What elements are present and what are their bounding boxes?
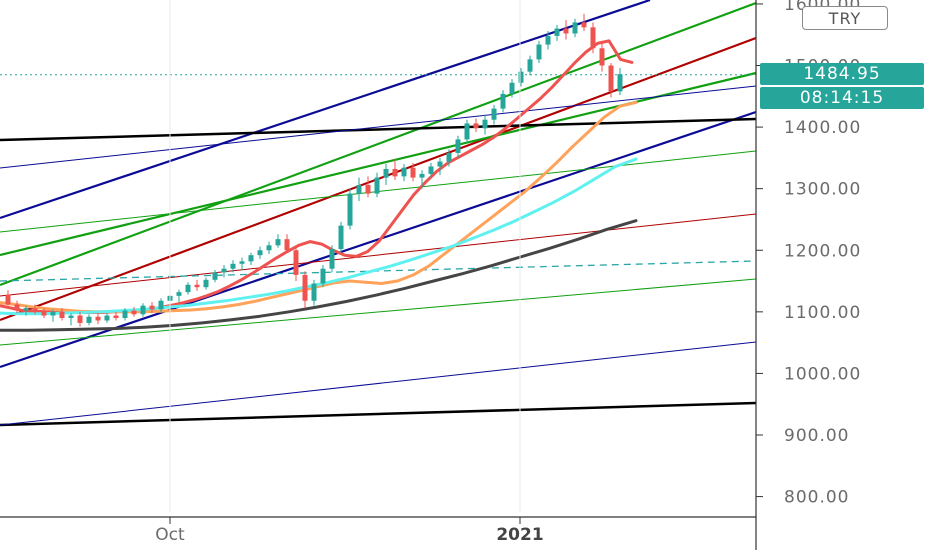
candle-body <box>194 284 200 288</box>
candle-body <box>590 27 596 49</box>
candle-body <box>275 239 281 246</box>
candle-body <box>221 268 227 273</box>
y-tick-label: 1400.00 <box>784 118 861 138</box>
x-tick-label: Oct <box>155 525 185 545</box>
candle-body <box>536 44 542 60</box>
trend-line <box>0 213 757 297</box>
candle-body <box>122 310 128 318</box>
candles <box>5 13 623 327</box>
trend-line <box>0 1 757 287</box>
candle-body <box>383 168 389 178</box>
candle-body <box>113 315 119 318</box>
candle-body <box>149 305 155 310</box>
candle-body <box>284 239 290 251</box>
candle-body <box>41 311 47 316</box>
candle-body <box>50 311 56 316</box>
trend-line <box>0 341 757 426</box>
candle-body <box>95 316 101 321</box>
candle-body <box>482 119 488 129</box>
candle-body <box>455 139 461 153</box>
candle-body <box>428 166 434 174</box>
candle-body <box>581 22 587 28</box>
candle-body <box>230 263 236 269</box>
candle-body <box>347 193 353 226</box>
candle-body <box>608 65 614 92</box>
candle-body <box>320 268 326 284</box>
candle-body <box>527 59 533 72</box>
candle-body <box>176 292 182 296</box>
bar-countdown-label: 08:14:15 <box>760 85 924 109</box>
moving-average-fast <box>0 39 634 314</box>
candle-body <box>572 22 578 34</box>
candle-body <box>437 161 443 167</box>
candle-body <box>131 310 137 315</box>
candle-body <box>23 308 29 311</box>
candle-body <box>410 167 416 178</box>
moving-average-long <box>0 219 638 332</box>
candle-body <box>617 74 623 92</box>
candle-body <box>86 316 92 323</box>
candle-body <box>185 284 191 293</box>
trend-line <box>0 71 757 257</box>
trend-line <box>0 0 651 220</box>
candle-body <box>257 250 263 256</box>
candle-body <box>338 225 344 250</box>
candle-body <box>266 245 272 251</box>
candle-body <box>446 152 452 162</box>
candle-body <box>554 28 560 36</box>
candle-body <box>401 167 407 177</box>
candle-body <box>392 168 398 177</box>
candle-body <box>500 93 506 109</box>
candle-body <box>140 305 146 315</box>
candle-body <box>311 283 317 301</box>
y-tick-label: 1100.00 <box>784 303 861 323</box>
candle-body <box>248 255 254 262</box>
candle-body <box>329 249 335 269</box>
candle-body <box>473 123 479 129</box>
trend-line <box>0 117 757 142</box>
trend-line <box>0 401 757 427</box>
moving-averages <box>0 39 638 332</box>
candle-body <box>32 308 38 312</box>
candle-body <box>302 274 308 301</box>
candle-body <box>59 311 65 318</box>
candle-body <box>239 261 245 264</box>
price-axis: 1600.001500.001400.001300.001200.001100.… <box>0 0 861 550</box>
candle-body <box>491 108 497 120</box>
candle-body <box>356 184 362 194</box>
candle-body <box>545 35 551 45</box>
candle-body <box>518 71 524 83</box>
candle-body <box>293 250 299 275</box>
trend-line <box>0 85 757 169</box>
x-tick-label: 2021 <box>496 525 543 545</box>
candle-body <box>419 173 425 178</box>
candle-body <box>68 315 74 318</box>
last-price-label: 1484.95 <box>760 63 924 85</box>
currency-badge[interactable]: TRY <box>802 6 888 30</box>
candle-body <box>212 272 218 280</box>
candle-body <box>563 28 569 34</box>
y-tick-label: 1000.00 <box>784 364 861 384</box>
candle-body <box>14 304 20 311</box>
y-tick-label: 1300.00 <box>784 180 861 200</box>
y-tick-label: 900.00 <box>784 426 849 446</box>
candle-body <box>374 177 380 194</box>
candle-body <box>464 123 470 140</box>
y-tick-label: 1200.00 <box>784 241 861 261</box>
y-tick-label: 800.00 <box>784 488 849 508</box>
candle-body <box>104 315 110 321</box>
candle-body <box>5 294 11 305</box>
candle-body <box>158 300 164 310</box>
candle-body <box>77 315 83 323</box>
candle-body <box>203 279 209 288</box>
moving-average-slow <box>0 157 638 316</box>
trend-line <box>0 110 757 369</box>
candle-body <box>509 82 515 94</box>
channel-lines <box>0 0 757 427</box>
candle-body <box>599 48 605 66</box>
candle-body <box>365 184 371 194</box>
trend-line <box>0 278 757 346</box>
